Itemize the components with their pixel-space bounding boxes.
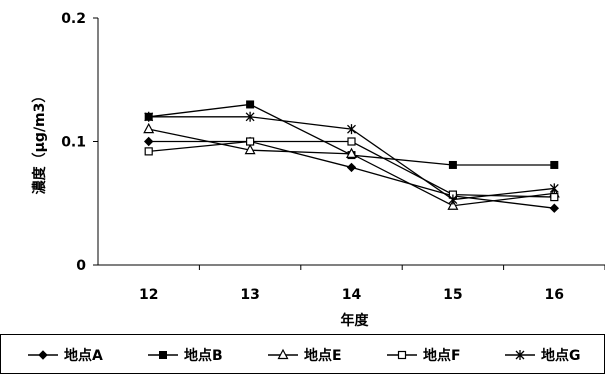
x-axis-title: 年度: [341, 312, 370, 329]
legend-marker: [159, 351, 167, 359]
data-point: [246, 137, 255, 146]
data-point: [346, 147, 357, 158]
legend-item: 地点A: [28, 347, 103, 364]
legend-item: 地点B: [148, 347, 223, 364]
series-group: [143, 100, 560, 213]
y-tick-label: 0.2: [61, 11, 86, 27]
data-point: [144, 111, 154, 122]
data-point: [347, 124, 356, 135]
legend-label: 地点A: [64, 347, 103, 364]
legend-label: 地点B: [184, 347, 223, 364]
data-point: [143, 136, 154, 147]
legend-label: 地点G: [541, 347, 581, 364]
data-point: [448, 160, 457, 169]
data-point: [549, 183, 559, 194]
legend-item: 地点G: [505, 347, 581, 364]
data-point: [346, 162, 357, 173]
y-tick-label: 0: [76, 258, 86, 274]
legend-marker: [397, 350, 407, 360]
legend-label: 地点E: [304, 347, 342, 364]
x-tick-label: 15: [443, 287, 462, 303]
legend-marker: [277, 348, 289, 360]
x-tick-label: 13: [240, 287, 259, 303]
series-2: [144, 100, 559, 169]
y-tick-label: 0.1: [61, 135, 86, 151]
data-point: [448, 194, 458, 205]
axes: 0 0.1 0.2 12 13 14 15 16 年度 濃度（μg/m3）: [31, 11, 605, 329]
legend-marker: [515, 350, 525, 360]
legend-label: 地点F: [423, 347, 461, 364]
legend-marker: [38, 350, 48, 360]
legend-item: 地点E: [268, 347, 342, 364]
data-point: [244, 143, 256, 155]
data-point: [246, 100, 255, 109]
data-point: [549, 203, 560, 213]
data-point: [144, 147, 153, 156]
data-point: [550, 192, 559, 202]
data-point: [447, 199, 459, 210]
x-tick-label: 12: [139, 287, 158, 303]
y-axis-title: 濃度（μg/m3）: [31, 89, 48, 195]
legend-item: 地点F: [387, 347, 461, 364]
series-3: [143, 122, 560, 210]
data-point: [143, 122, 155, 134]
x-tick-label: 16: [545, 287, 564, 303]
legend: 地点A 地点B 地点E 地点F 地点G: [0, 334, 605, 374]
data-point: [245, 111, 255, 122]
data-point: [347, 137, 356, 146]
series-5: [144, 111, 559, 205]
x-tick-label: 14: [342, 287, 362, 303]
data-point: [550, 160, 559, 169]
